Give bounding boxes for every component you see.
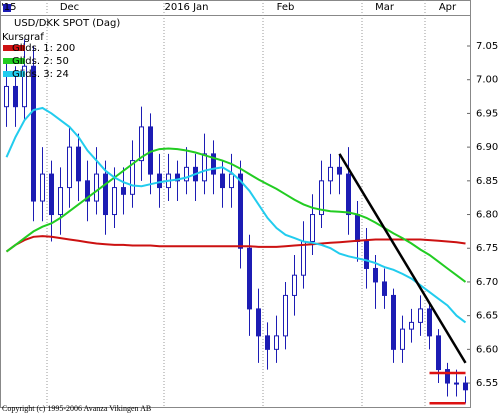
candle-body bbox=[382, 281, 387, 296]
moving-average bbox=[5, 106, 467, 324]
candle-body bbox=[346, 173, 351, 216]
legend-swatch bbox=[3, 71, 25, 77]
x-tick-label: Feb bbox=[277, 2, 295, 13]
candle-body bbox=[202, 153, 207, 182]
y-tick-label: 6.95 bbox=[476, 108, 498, 119]
candle-body bbox=[409, 321, 414, 330]
chart-title: USD/DKK SPOT (Dag) bbox=[14, 18, 120, 29]
y-tick-label: 6.85 bbox=[476, 176, 498, 187]
candle-body bbox=[112, 187, 117, 216]
candle-body bbox=[463, 382, 468, 391]
candle-body bbox=[31, 65, 36, 202]
candle-body bbox=[184, 166, 189, 182]
candle-body bbox=[301, 240, 306, 276]
candle-body bbox=[121, 187, 126, 195]
candle-body bbox=[22, 65, 27, 108]
candle-body bbox=[40, 173, 45, 202]
chart-subtitle: Kursgraf bbox=[2, 32, 44, 43]
candle-body bbox=[76, 146, 81, 182]
legend-label: Glids. 2: 50 bbox=[12, 56, 69, 67]
candle-body bbox=[274, 335, 279, 350]
annotation-line bbox=[338, 153, 467, 364]
x-tick-label: Dec bbox=[60, 2, 79, 13]
candle-body bbox=[436, 335, 441, 371]
candle-body bbox=[211, 153, 216, 175]
candle-body bbox=[373, 267, 378, 283]
marks-layer bbox=[4, 39, 468, 405]
candle-body bbox=[292, 274, 297, 296]
candle-body bbox=[238, 173, 243, 249]
y-tick-label: 6.60 bbox=[476, 344, 498, 355]
candle-body bbox=[220, 173, 225, 189]
candle-body bbox=[58, 187, 63, 216]
legend-swatch bbox=[3, 45, 25, 51]
x-tick-label: Apr bbox=[439, 2, 457, 13]
candle-body bbox=[157, 173, 162, 189]
candle-body bbox=[355, 214, 360, 242]
candle-body bbox=[13, 85, 18, 108]
y-tick-label: 7.00 bbox=[476, 75, 498, 86]
candle-body bbox=[445, 369, 450, 384]
candle-body bbox=[85, 180, 90, 202]
candle-body bbox=[139, 126, 144, 162]
candle-body bbox=[427, 308, 432, 337]
candle-body bbox=[310, 214, 315, 242]
y-tick-label: 6.70 bbox=[476, 277, 498, 288]
candle-body bbox=[400, 328, 405, 350]
x-tick-label: Mar bbox=[375, 2, 395, 13]
y-tick-label: 6.55 bbox=[476, 378, 498, 389]
y-tick-label: 7.05 bbox=[476, 41, 498, 52]
moving-average bbox=[5, 147, 467, 283]
candle-body bbox=[94, 173, 99, 202]
copyright: Copyright (c) 1995-2006 Avanza Vikingen … bbox=[2, 404, 151, 413]
candle-body bbox=[328, 166, 333, 182]
moving-average bbox=[5, 235, 466, 253]
grid-layer bbox=[46, 0, 470, 408]
candle-body bbox=[229, 173, 234, 189]
candle-body bbox=[247, 247, 252, 310]
candle-body bbox=[454, 382, 459, 385]
legend-swatch bbox=[3, 58, 25, 64]
candle-body bbox=[103, 173, 108, 216]
y-tick-label: 6.65 bbox=[476, 311, 498, 322]
candle-body bbox=[283, 294, 288, 337]
candle-body bbox=[4, 85, 9, 108]
y-tick-label: 6.75 bbox=[476, 243, 498, 254]
candle-body bbox=[175, 173, 180, 182]
candle-body bbox=[265, 335, 270, 350]
y-tick-label: 6.80 bbox=[476, 210, 498, 221]
candle-body bbox=[256, 308, 261, 337]
x-tick-label: 2016 Jan bbox=[164, 2, 208, 13]
candle-body bbox=[364, 240, 369, 269]
candle-body bbox=[67, 146, 72, 189]
candle-body bbox=[49, 173, 54, 216]
candle-body bbox=[319, 180, 324, 216]
y-tick-label: 6.90 bbox=[476, 142, 498, 153]
legend-swatch bbox=[3, 4, 11, 12]
candle-body bbox=[337, 166, 342, 175]
candle-body bbox=[130, 160, 135, 195]
legend-label: Glids. 1: 200 bbox=[12, 43, 75, 54]
candle-body bbox=[391, 294, 396, 350]
candle-body bbox=[418, 308, 423, 323]
x-tick-label: '15 bbox=[1, 2, 16, 13]
legend-label: Glids. 3: 24 bbox=[12, 69, 69, 80]
